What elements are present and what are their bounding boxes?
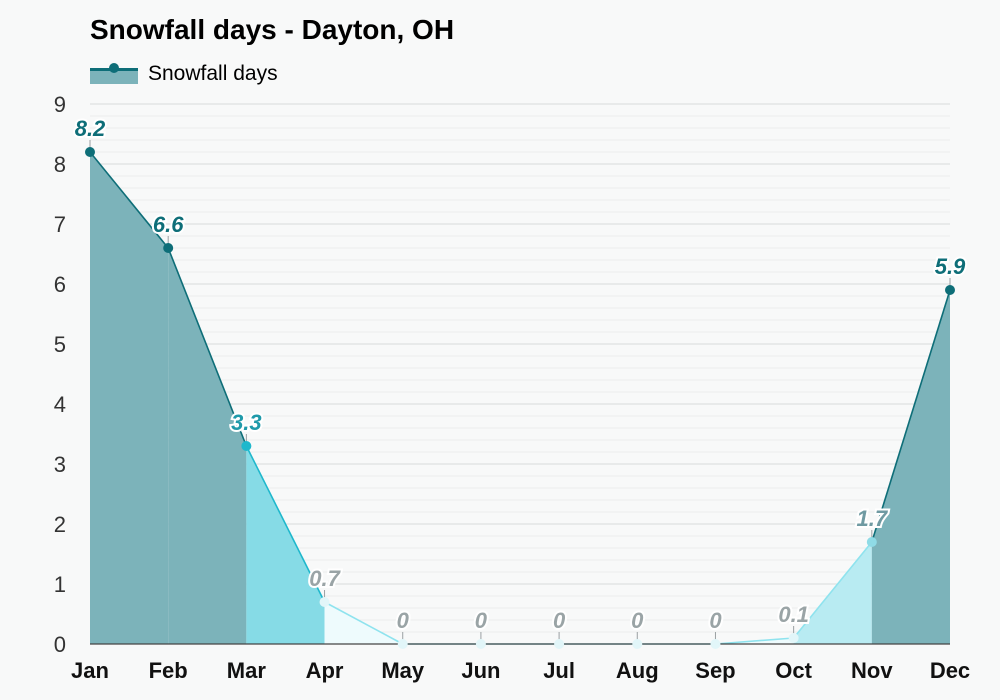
data-label: 0 (709, 608, 722, 633)
area-segment (90, 152, 169, 644)
area-segment (793, 542, 872, 644)
data-label: 6.6 (153, 212, 184, 237)
y-tick-label: 8 (54, 152, 66, 177)
legend-label: Snowfall days (148, 62, 278, 85)
x-tick-label: Mar (227, 658, 267, 683)
area-segment (168, 248, 247, 644)
x-tick-label: May (381, 658, 425, 683)
series-line-segment (89, 151, 169, 249)
x-tick-label: Dec (930, 658, 970, 683)
data-label: 0.7 (309, 566, 341, 591)
x-tick-label: Nov (851, 658, 893, 683)
x-tick-label: Jan (71, 658, 109, 683)
data-label: 5.9 (935, 254, 966, 279)
data-label: 0.1 (778, 602, 809, 627)
data-point (397, 639, 408, 649)
data-point (475, 639, 486, 649)
data-label: 0 (631, 608, 644, 633)
data-label: 0 (397, 608, 410, 633)
series-line-segment (871, 289, 951, 543)
data-label: 0 (475, 608, 488, 633)
x-tick-label: Apr (306, 658, 344, 683)
series-line-segment (793, 541, 873, 639)
legend-swatch-icon (90, 63, 138, 84)
data-point (241, 441, 252, 451)
data-point (554, 639, 565, 649)
y-tick-label: 6 (54, 272, 66, 297)
data-label: 1.7 (857, 506, 889, 531)
area-segment (246, 446, 325, 644)
data-point (632, 639, 643, 649)
y-tick-label: 5 (54, 332, 66, 357)
x-tick-label: Jun (461, 658, 500, 683)
x-tick-label: Aug (616, 658, 659, 683)
data-point (788, 633, 799, 643)
data-point (163, 243, 174, 253)
data-point (85, 147, 95, 157)
data-point (866, 537, 877, 547)
y-tick-label: 9 (54, 92, 66, 117)
legend[interactable]: Snowfall days (90, 60, 278, 88)
series-line-segment (245, 445, 326, 603)
data-point (710, 639, 721, 649)
series-line-segment (715, 637, 794, 645)
area-segment (871, 290, 950, 644)
y-tick-label: 0 (54, 632, 66, 657)
x-tick-label: Oct (775, 658, 812, 683)
y-tick-label: 4 (54, 392, 66, 417)
data-point (319, 597, 330, 607)
y-tick-label: 1 (54, 572, 66, 597)
series-line-segment (324, 601, 404, 645)
y-tick-label: 3 (54, 452, 66, 477)
data-label: 8.2 (75, 116, 106, 141)
chart-title: Snowfall days - Dayton, OH (90, 14, 455, 45)
y-tick-label: 2 (54, 512, 66, 537)
y-tick-label: 7 (54, 212, 66, 237)
x-tick-label: Jul (543, 658, 575, 683)
x-tick-label: Sep (695, 658, 735, 683)
series-line-segment (167, 247, 248, 447)
data-label: 3.3 (231, 410, 262, 435)
x-tick-label: Feb (149, 658, 188, 683)
data-point (945, 285, 955, 295)
data-label: 0 (553, 608, 566, 633)
